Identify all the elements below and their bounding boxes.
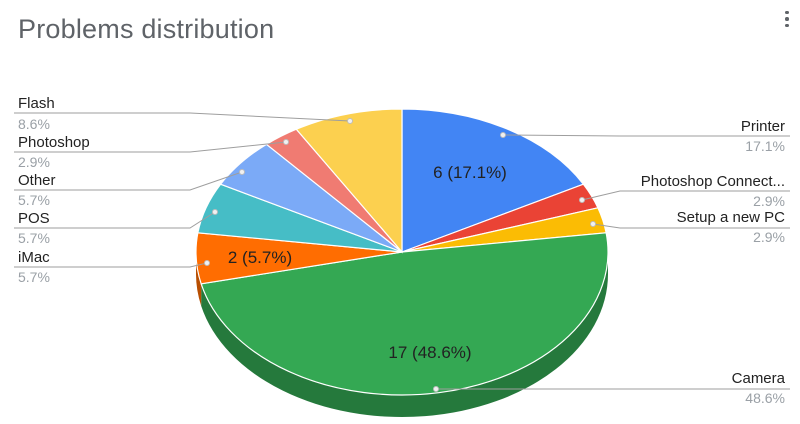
- slice-flash: [295, 108, 403, 254]
- legend-name-pos: POS: [18, 210, 50, 227]
- slice-label-camera: 17 (48.6%): [388, 343, 471, 362]
- legend-percent-pos: 5.7%: [18, 230, 50, 246]
- leader-dot-flash: [347, 118, 353, 124]
- leader-line-printer: [502, 134, 790, 137]
- legend-percent-camera: 48.6%: [745, 390, 785, 406]
- legend-name-photoshop: Photoshop: [18, 134, 90, 151]
- leader-line-photoshop: [14, 141, 287, 153]
- legend-name-camera: Camera: [732, 370, 786, 387]
- leader-dot-setup-a-new-pc: [590, 221, 596, 227]
- legend-name-photoshop-connect: Photoshop Connect...: [641, 173, 785, 190]
- slice-label-printer: 6 (17.1%): [433, 163, 507, 182]
- leader-dot-printer: [500, 132, 506, 138]
- slice-camera: [200, 232, 609, 396]
- slice-side-imac: [196, 252, 202, 306]
- leader-dot-photoshop-connect: [579, 197, 585, 203]
- leader-line-imac: [14, 262, 208, 268]
- legend-name-imac: iMac: [18, 249, 50, 266]
- leader-dot-photoshop: [283, 139, 289, 145]
- pie-slices: [195, 108, 609, 396]
- legend-name-printer: Printer: [741, 118, 785, 135]
- legend-percent-setup-a-new-pc: 2.9%: [753, 229, 785, 245]
- legend-percent-flash: 8.6%: [18, 116, 50, 132]
- leader-line-photoshop-connect: [581, 190, 790, 201]
- leader-dot-imac: [204, 260, 210, 266]
- leader-dot-other: [239, 169, 245, 175]
- leader-dot-camera: [433, 386, 439, 392]
- leader-line-other: [14, 171, 243, 191]
- legend-name-other: Other: [18, 172, 56, 189]
- slice-label-imac: 2 (5.7%): [228, 248, 292, 267]
- more-vert-icon[interactable]: [780, 4, 794, 34]
- chart-title: Problems distribution: [18, 14, 275, 44]
- legend-name-setup-a-new-pc: Setup a new PC: [677, 209, 786, 226]
- legend-percent-photoshop-connect: 2.9%: [753, 193, 785, 209]
- slice-printer: [401, 108, 585, 253]
- legend-percent-imac: 5.7%: [18, 269, 50, 285]
- legend-percent-other: 5.7%: [18, 192, 50, 208]
- leader-dot-pos: [212, 209, 218, 215]
- leader-line-pos: [14, 211, 216, 229]
- legend-name-flash: Flash: [18, 95, 55, 112]
- legend-percent-printer: 17.1%: [745, 138, 785, 154]
- legend-percent-photoshop: 2.9%: [18, 154, 50, 170]
- leader-line-setup-a-new-pc: [592, 223, 790, 229]
- leader-line-flash: [14, 112, 351, 122]
